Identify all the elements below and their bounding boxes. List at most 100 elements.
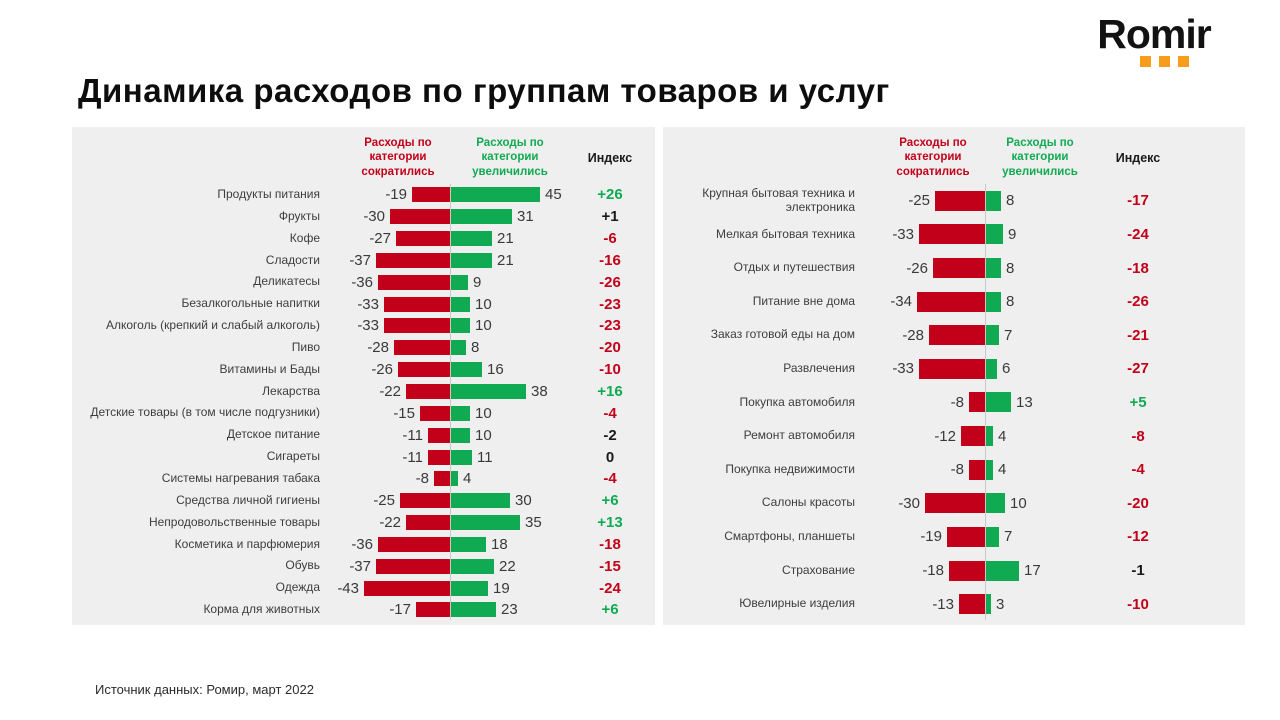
chart-row: Средства личной гигиены -25 30 +6 [72, 490, 655, 512]
decrease-value: -17 [389, 601, 411, 619]
increase-bar [985, 190, 1001, 211]
decrease-bar [390, 209, 450, 225]
category-label: Салоны красоты [761, 495, 855, 510]
decrease-value: -25 [908, 192, 930, 210]
chart-row: Ювелирные изделия -13 3 -10 [663, 587, 1245, 621]
romir-logo-dots [1104, 56, 1224, 67]
decrease-value: -19 [920, 528, 942, 546]
index-value: +5 [1129, 393, 1147, 411]
decrease-bar [364, 580, 450, 596]
decrease-cell: -36 [330, 274, 450, 291]
increase-value: 8 [1006, 192, 1015, 210]
decrease-cell: -18 [865, 560, 985, 581]
increase-bar [450, 580, 488, 596]
increase-cell: 38 [450, 383, 570, 400]
index-value: -4 [603, 470, 617, 488]
index-value: +6 [601, 601, 619, 619]
increase-cell: 10 [985, 493, 1095, 514]
increase-value: 45 [545, 186, 562, 204]
increase-cell: 35 [450, 514, 570, 531]
decrease-cell: -12 [865, 426, 985, 447]
category-label: Развлечения [783, 360, 855, 375]
increase-bar [450, 427, 470, 443]
increase-bar [450, 405, 470, 421]
decrease-bar [378, 536, 450, 552]
increase-cell: 4 [450, 470, 570, 487]
index-value: +26 [597, 186, 623, 204]
decrease-cell: -34 [865, 291, 985, 312]
increase-value: 4 [998, 461, 1007, 479]
column-header-decreased: Расходы по категории сократились [896, 137, 970, 178]
increase-value: 10 [1010, 494, 1027, 512]
decrease-bar [969, 459, 985, 480]
decrease-bar [420, 405, 450, 421]
decrease-bar [396, 231, 450, 247]
index-value: -12 [1127, 528, 1149, 546]
decrease-bar [949, 560, 985, 581]
increase-cell: 10 [450, 405, 570, 422]
index-value: 0 [605, 448, 615, 466]
axis-line [985, 184, 986, 620]
chart-row: Одежда -43 19 -24 [72, 577, 655, 599]
category-label: Детские товары (в том числе подгузники) [90, 405, 320, 420]
romir-logo-text: Romir [1097, 11, 1211, 57]
increase-value: 16 [487, 361, 504, 379]
increase-value: 8 [1006, 293, 1015, 311]
decrease-cell: -30 [865, 493, 985, 514]
category-label: Питание вне дома [752, 293, 855, 308]
increase-cell: 22 [450, 558, 570, 575]
increase-bar [450, 231, 492, 247]
increase-cell: 13 [985, 392, 1095, 413]
increase-value: 3 [996, 595, 1005, 613]
increase-bar [985, 291, 1001, 312]
index-value: -4 [1131, 461, 1145, 479]
increase-bar [450, 296, 470, 312]
increase-value: 7 [1004, 326, 1013, 344]
chart-row: Детское питание -11 10 -2 [72, 424, 655, 446]
increase-bar [985, 493, 1005, 514]
increase-value: 38 [531, 383, 548, 401]
column-header-increased: Расходы по категории увеличились [472, 137, 548, 178]
panel-header: Расходы по категории сократились Расходы… [72, 127, 655, 184]
increase-value: 10 [475, 317, 492, 335]
decrease-bar [406, 515, 450, 531]
chart-row: Безалкогольные напитки -33 10 -23 [72, 293, 655, 315]
index-value: -18 [1127, 259, 1149, 277]
decrease-value: -22 [379, 383, 401, 401]
panel-rows: Крупная бытовая техника и электроника -25… [663, 184, 1245, 625]
increase-cell: 9 [450, 274, 570, 291]
increase-cell: 45 [450, 186, 570, 203]
index-value: -4 [603, 404, 617, 422]
decrease-cell: -26 [865, 258, 985, 279]
increase-cell: 4 [985, 459, 1095, 480]
increase-value: 19 [493, 579, 510, 597]
chart-panels: Расходы по категории сократились Расходы… [72, 127, 1245, 625]
increase-cell: 3 [985, 594, 1095, 615]
index-value: -8 [1131, 427, 1145, 445]
increase-cell: 21 [450, 230, 570, 247]
increase-value: 10 [475, 295, 492, 313]
decrease-bar [398, 362, 450, 378]
axis-line [450, 184, 451, 620]
chart-row: Детские товары (в том числе подгузники) -… [72, 402, 655, 424]
decrease-value: -8 [950, 393, 964, 411]
chart-row: Корма для животных -17 23 +6 [72, 599, 655, 621]
increase-cell: 17 [985, 560, 1095, 581]
increase-value: 21 [497, 251, 514, 269]
chart-row: Деликатесы -36 9 -26 [72, 271, 655, 293]
decrease-bar [919, 224, 985, 245]
decrease-bar [929, 325, 985, 346]
decrease-cell: -19 [330, 186, 450, 203]
increase-value: 10 [475, 404, 492, 422]
panel-rows: Продукты питания -19 45 +26 Фрукты -30 31 +1 Коф… [72, 184, 655, 625]
decrease-cell: -43 [330, 580, 450, 597]
decrease-value: -11 [402, 448, 423, 466]
source-note: Источник данных: Ромир, март 2022 [95, 682, 314, 697]
column-header-index: Индекс [1115, 150, 1161, 165]
increase-bar [450, 471, 458, 487]
decrease-value: -8 [950, 461, 964, 479]
index-value: -27 [1127, 360, 1149, 378]
increase-value: 8 [471, 339, 480, 357]
increase-value: 18 [491, 535, 508, 553]
increase-bar [450, 515, 520, 531]
